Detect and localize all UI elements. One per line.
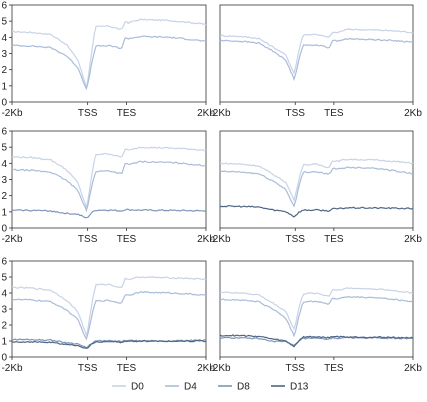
legend-label: D8 <box>237 382 250 393</box>
x-tick-label: TSS <box>286 234 306 245</box>
y-tick-label: 3 <box>1 175 7 186</box>
plot-frame <box>219 130 414 229</box>
chart-panel: -2Kb TSS TES 2Kb <box>209 260 422 374</box>
series-line <box>11 35 206 91</box>
chart-panel: 0 1 2 3 4 5 6 -2Kb TSS TES 2Kb <box>1 127 215 246</box>
y-tick-label: 6 <box>1 257 7 268</box>
x-tick-label: TES <box>117 108 137 119</box>
chart-panel: 0 1 2 3 4 5 6 -2Kb TSS TES 2Kb <box>1 1 215 120</box>
chart-panel: -2Kb TSS TES 2Kb <box>209 130 422 245</box>
plot-frame <box>11 4 207 103</box>
y-tick-label: 1 <box>1 81 7 92</box>
y-tick-label: 2 <box>1 65 7 76</box>
plot-frame <box>219 4 414 103</box>
legend-label: D0 <box>131 382 144 393</box>
legend: D0 D4 D8 D13 <box>112 382 309 393</box>
series-line <box>219 166 414 208</box>
x-tick-label: -2Kb <box>1 234 23 245</box>
series-line <box>219 37 414 82</box>
series-line <box>219 336 414 347</box>
y-tick-label: 6 <box>1 1 7 12</box>
y-tick-label: 5 <box>1 143 7 154</box>
x-tick-label: TSS <box>286 363 306 374</box>
series-line <box>219 205 414 218</box>
x-tick-label: TSS <box>78 363 98 374</box>
x-tick-label: 2Kb <box>197 363 215 374</box>
y-tick-label: 0 <box>1 224 7 235</box>
chart-panel: 0 1 2 3 4 5 6 -2Kb TSS TES 2Kb <box>1 257 215 375</box>
x-tick-label: -2Kb <box>209 363 231 374</box>
series-line <box>11 276 207 338</box>
x-tick-label: TSS <box>78 234 98 245</box>
legend-label: D4 <box>184 382 197 393</box>
series-line <box>220 158 414 203</box>
y-tick-label: 2 <box>1 191 7 202</box>
x-tick-label: 2Kb <box>404 108 422 119</box>
x-tick-label: -2Kb <box>209 234 231 245</box>
series-line <box>219 287 414 331</box>
y-tick-label: 2 <box>1 321 7 332</box>
y-tick-label: 1 <box>1 207 7 218</box>
plot-frame <box>219 260 414 358</box>
chart-panel: -2Kb TSS TES 2Kb <box>209 4 422 119</box>
x-tick-label: 2Kb <box>197 234 215 245</box>
x-tick-label: 2Kb <box>404 363 422 374</box>
y-tick-label: 1 <box>1 337 7 348</box>
x-tick-label: -2Kb <box>209 108 231 119</box>
x-tick-label: TES <box>117 363 137 374</box>
x-tick-label: TSS <box>286 108 306 119</box>
series-line <box>11 208 207 219</box>
y-tick-label: 3 <box>1 305 7 316</box>
series-line <box>11 338 207 349</box>
x-tick-label: TES <box>117 234 137 245</box>
series-line <box>219 28 414 75</box>
x-tick-label: TSS <box>78 108 98 119</box>
series-line <box>12 18 207 88</box>
series-line <box>219 334 414 348</box>
plot-frame <box>11 130 207 229</box>
y-tick-label: 6 <box>1 127 7 138</box>
y-tick-label: 4 <box>1 289 7 300</box>
legend-label: D13 <box>290 382 309 393</box>
y-tick-label: 3 <box>1 49 7 60</box>
series-line <box>11 339 207 349</box>
series-line <box>219 295 414 338</box>
x-tick-label: -2Kb <box>1 363 23 374</box>
x-tick-label: TES <box>324 108 344 119</box>
y-tick-label: 4 <box>1 33 7 44</box>
x-tick-label: 2Kb <box>197 108 215 119</box>
series-line <box>11 160 206 213</box>
x-tick-label: TES <box>324 363 344 374</box>
y-tick-label: 4 <box>1 159 7 170</box>
x-tick-label: -2Kb <box>1 108 23 119</box>
y-tick-label: 0 <box>1 98 7 109</box>
series-line <box>11 146 207 210</box>
y-tick-label: 0 <box>1 353 7 364</box>
x-tick-label: TES <box>324 234 344 245</box>
x-tick-label: 2Kb <box>404 234 422 245</box>
y-tick-label: 5 <box>1 17 7 28</box>
y-tick-label: 5 <box>1 273 7 284</box>
series-line <box>11 291 207 341</box>
